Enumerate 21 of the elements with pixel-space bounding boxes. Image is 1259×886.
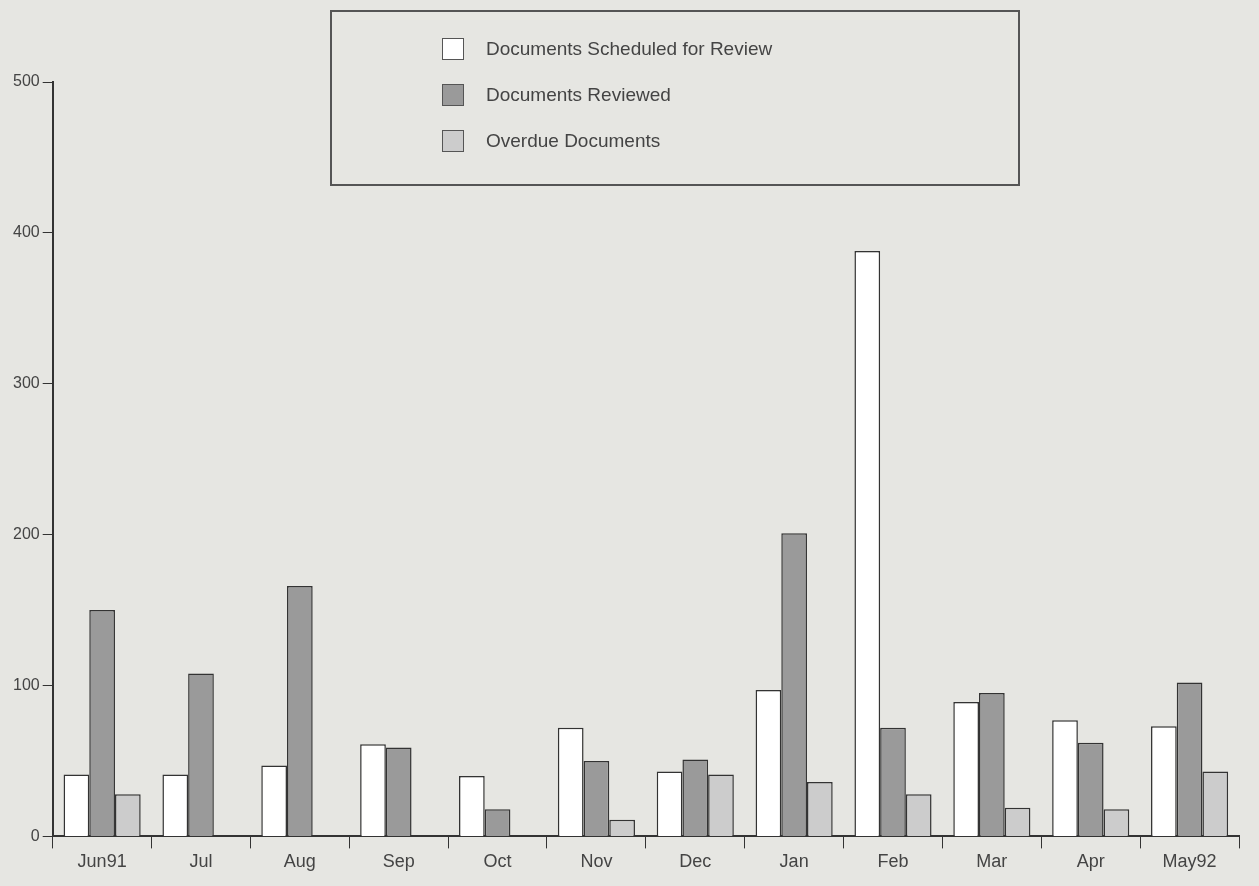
y-tick-label: 0 bbox=[30, 826, 40, 844]
x-tick-label: Nov bbox=[580, 851, 613, 872]
x-tick-label: Feb bbox=[877, 851, 909, 872]
y-tick-label: 400 bbox=[12, 223, 40, 241]
x-tick-label: Jun91 bbox=[77, 851, 127, 872]
y-tick-label: 500 bbox=[12, 72, 40, 90]
x-tick-label: Dec bbox=[679, 851, 712, 872]
x-tick-label: Aug bbox=[283, 851, 316, 872]
x-tick-label: Mar bbox=[976, 851, 1008, 872]
legend-label: Overdue Documents bbox=[486, 130, 661, 152]
x-tick-label: Apr bbox=[1076, 851, 1105, 872]
y-tick-label: 100 bbox=[12, 675, 40, 693]
y-tick-label: 200 bbox=[12, 525, 40, 543]
legend-label: Documents Reviewed bbox=[486, 84, 671, 106]
x-tick-label: Jul bbox=[189, 851, 213, 872]
x-tick-label: Sep bbox=[382, 851, 415, 872]
y-tick-label: 300 bbox=[12, 374, 40, 392]
x-tick-label: Jan bbox=[779, 851, 809, 872]
x-tick-label: May92 bbox=[1162, 851, 1217, 872]
legend-label: Documents Scheduled for Review bbox=[486, 38, 773, 60]
x-tick-label: Oct bbox=[483, 851, 512, 872]
